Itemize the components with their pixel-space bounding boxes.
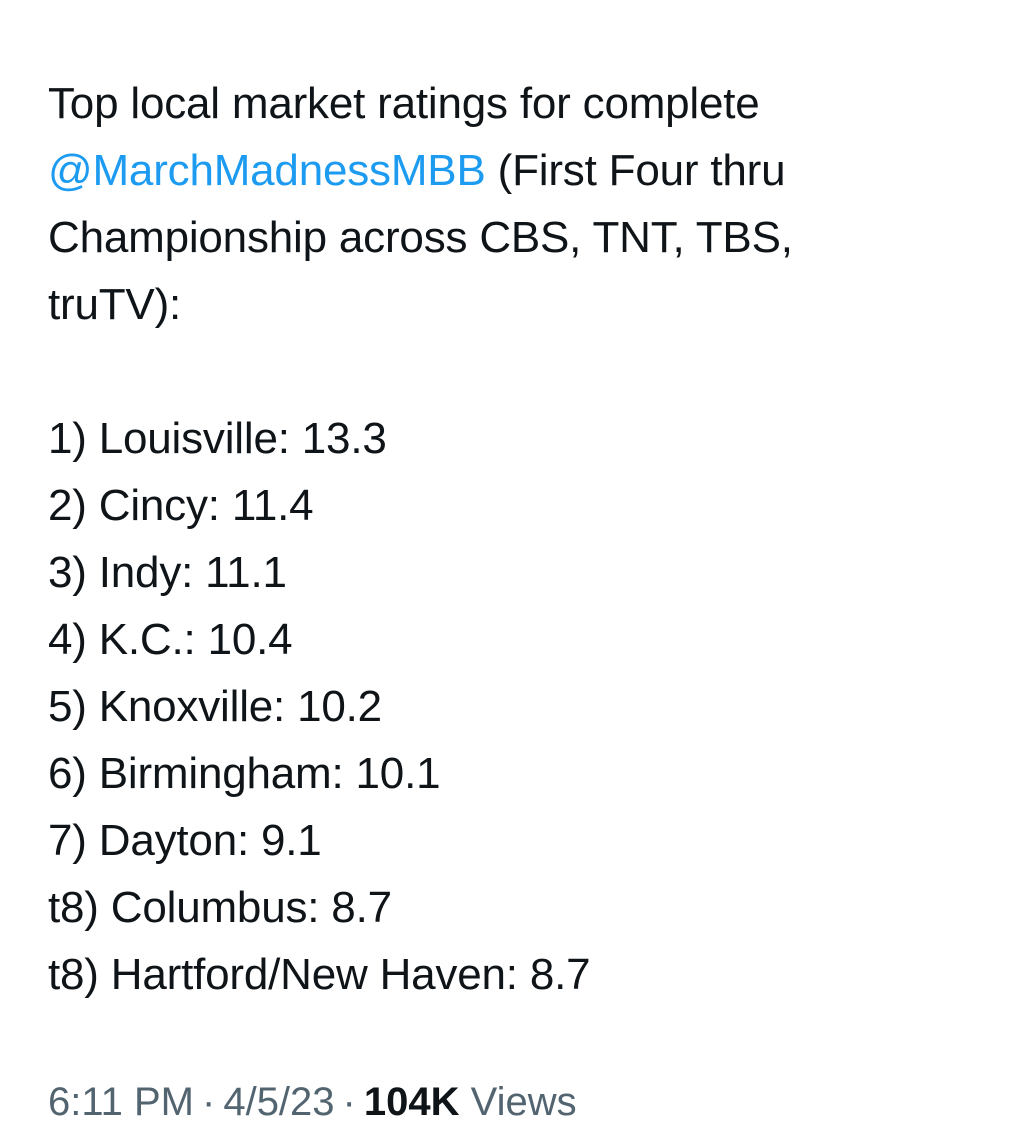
intro-line-4: truTV): — [48, 280, 182, 329]
intro-line-3: Championship across CBS, TNT, TBS, — [48, 213, 793, 262]
views-label: Views — [470, 1080, 577, 1124]
tweet-body: Top local market ratings for complete @M… — [48, 70, 1008, 1008]
intro-line-1: Top local market ratings for complete — [48, 79, 760, 128]
timestamp-link[interactable]: 6:11 PM · 4/5/23 — [48, 1080, 335, 1124]
separator-dot: · — [202, 1080, 216, 1124]
views-count: 104K — [363, 1080, 460, 1124]
ranking-item: 5) Knoxville: 10.2 — [48, 682, 382, 731]
ranking-item: 3) Indy: 11.1 — [48, 548, 287, 597]
intro-line-2-text: (First Four thru — [485, 146, 786, 195]
tweet-time: 6:11 PM — [48, 1080, 194, 1124]
separator-dot: · — [342, 1080, 356, 1124]
ranking-item: 2) Cincy: 11.4 — [48, 481, 314, 530]
mention-link[interactable]: @MarchMadnessMBB — [48, 146, 486, 195]
ranking-item: t8) Columbus: 8.7 — [48, 883, 392, 932]
rankings-list: 1) Louisville: 13.3 2) Cincy: 11.4 3) In… — [48, 405, 1008, 1008]
ranking-item: 4) K.C.: 10.4 — [48, 615, 293, 664]
ranking-item: t8) Hartford/New Haven: 8.7 — [48, 950, 591, 999]
ranking-item: 7) Dayton: 9.1 — [48, 816, 322, 865]
ranking-item: 1) Louisville: 13.3 — [48, 414, 387, 463]
intro-line-2: @MarchMadnessMBB (First Four thru — [48, 137, 1008, 204]
tweet-date: 4/5/23 — [223, 1080, 335, 1124]
tweet-meta: 6:11 PM · 4/5/23 · 104K Views — [48, 1072, 577, 1132]
ranking-item: 6) Birmingham: 10.1 — [48, 749, 441, 798]
tweet-text: Top local market ratings for complete @M… — [48, 70, 1008, 1008]
